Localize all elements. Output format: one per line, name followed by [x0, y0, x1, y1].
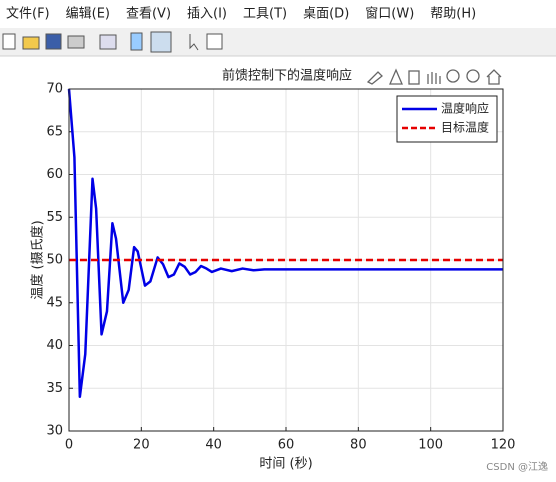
y-tick-label: 65: [46, 124, 63, 139]
menu-item[interactable]: 文件(F): [6, 7, 50, 22]
brush-icon[interactable]: [366, 71, 383, 85]
legend-label: 目标温度: [441, 120, 489, 135]
x-tick-label: 20: [133, 438, 150, 453]
menu-item[interactable]: 查看(V): [126, 6, 171, 22]
property-icon[interactable]: [206, 33, 223, 50]
y-tick-label: 55: [46, 210, 63, 225]
colorbar-icon[interactable]: [130, 32, 143, 51]
y-tick-label: 70: [46, 82, 63, 97]
menu-item[interactable]: 插入(I): [187, 7, 227, 22]
x-tick-label: 40: [205, 438, 222, 453]
home-icon[interactable]: [486, 69, 502, 85]
y-tick-label: 40: [46, 338, 63, 353]
toolbar: [0, 28, 556, 56]
menu-item[interactable]: 编辑(E): [66, 7, 110, 22]
save-icon[interactable]: [45, 33, 62, 50]
y-tick-label: 35: [46, 381, 63, 396]
chart-title: 前馈控制下的温度响应: [222, 68, 352, 84]
legend-icon[interactable]: [150, 31, 172, 53]
axes-toolbar: [366, 68, 502, 85]
x-tick-label: 60: [278, 438, 295, 453]
menu-item[interactable]: 帮助(H): [430, 7, 476, 22]
zoom-in-icon[interactable]: [446, 69, 460, 83]
x-tick-label: 0: [65, 438, 73, 453]
open-icon[interactable]: [22, 36, 40, 50]
menu-item[interactable]: 桌面(D): [303, 7, 349, 22]
y-axis-label: 温度 (摄氏度): [30, 220, 46, 299]
datatip-icon[interactable]: [389, 68, 403, 85]
y-tick-label: 60: [46, 167, 63, 182]
toolbar-icons: [2, 31, 223, 53]
y-tick-label: 45: [46, 295, 63, 310]
zoom-out-icon[interactable]: [466, 69, 480, 83]
menu-item[interactable]: 工具(T): [243, 7, 287, 22]
menu-bar: [0, 0, 556, 28]
x-tick-label: 80: [350, 438, 367, 453]
axes-box: [68, 88, 504, 432]
menu-item[interactable]: 窗口(W): [365, 6, 414, 22]
pan-extra-icon[interactable]: [408, 70, 420, 85]
y-tick-label: 50: [46, 253, 63, 268]
print-preview-icon[interactable]: [99, 34, 117, 50]
pan-icon[interactable]: [427, 72, 441, 84]
new-icon[interactable]: [2, 33, 16, 50]
pointer-icon[interactable]: [189, 34, 199, 51]
watermark: CSDN @江逸: [486, 461, 548, 473]
x-axis-label: 时间 (秒): [259, 457, 312, 472]
x-tick-label: 120: [491, 438, 516, 453]
print-icon[interactable]: [67, 35, 85, 49]
y-tick-label: 30: [46, 424, 63, 439]
data-line: [67, 88, 503, 399]
legend: [396, 95, 498, 143]
x-tick-label: 100: [418, 438, 443, 453]
legend-label: 温度响应: [441, 101, 489, 116]
